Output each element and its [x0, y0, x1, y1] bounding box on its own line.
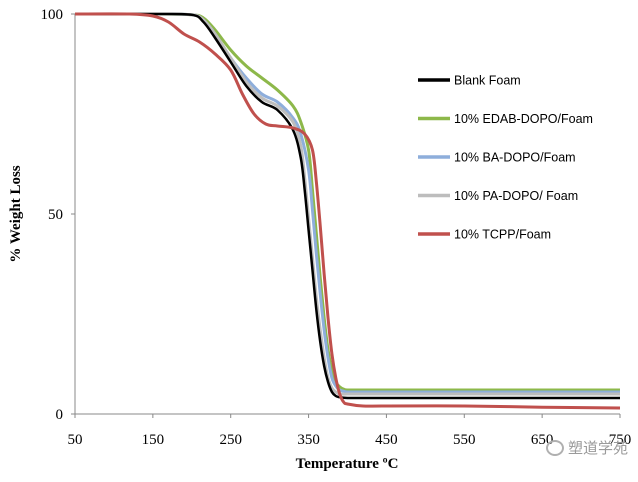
watermark-text: 塑道学苑	[567, 439, 628, 457]
y-axis-title: % Weight Loss	[8, 165, 24, 262]
legend-label: Blank Foam	[454, 74, 521, 88]
x-tick-label: 150	[142, 432, 165, 448]
legend-label: 10% EDAB-DOPO/Foam	[454, 112, 593, 126]
y-tick-label: 50	[48, 207, 63, 223]
x-tick-label: 350	[297, 432, 320, 448]
watermark: 塑道学苑	[545, 437, 628, 458]
series-lines	[74, 12, 621, 410]
axes	[71, 13, 621, 418]
legend-label: 10% TCPP/Foam	[454, 228, 551, 242]
legend-label: 10% BA-DOPO/Foam	[454, 151, 576, 165]
x-tick-label: 750	[609, 432, 632, 448]
x-tick-label: 550	[453, 432, 476, 448]
x-axis-title: Temperature ºC	[296, 456, 399, 472]
series-line-0	[74, 12, 620, 400]
legend-label: 10% PA-DOPO/ Foam	[454, 189, 578, 203]
legend: Blank Foam 10% EDAB-DOPO/Foam 10% BA-DOPO/…	[418, 74, 593, 242]
x-tick-label: 250	[219, 432, 242, 448]
wechat-icon	[545, 439, 564, 456]
x-tick-label: 50	[68, 432, 83, 448]
series-line-1	[74, 12, 620, 392]
series-line-4	[74, 12, 621, 410]
series-line-2	[74, 12, 620, 394]
y-tick-label: 100	[41, 7, 64, 23]
series-line-3	[74, 12, 620, 396]
y-tick-label: 0	[56, 407, 64, 423]
x-tick-label: 450	[375, 432, 398, 448]
